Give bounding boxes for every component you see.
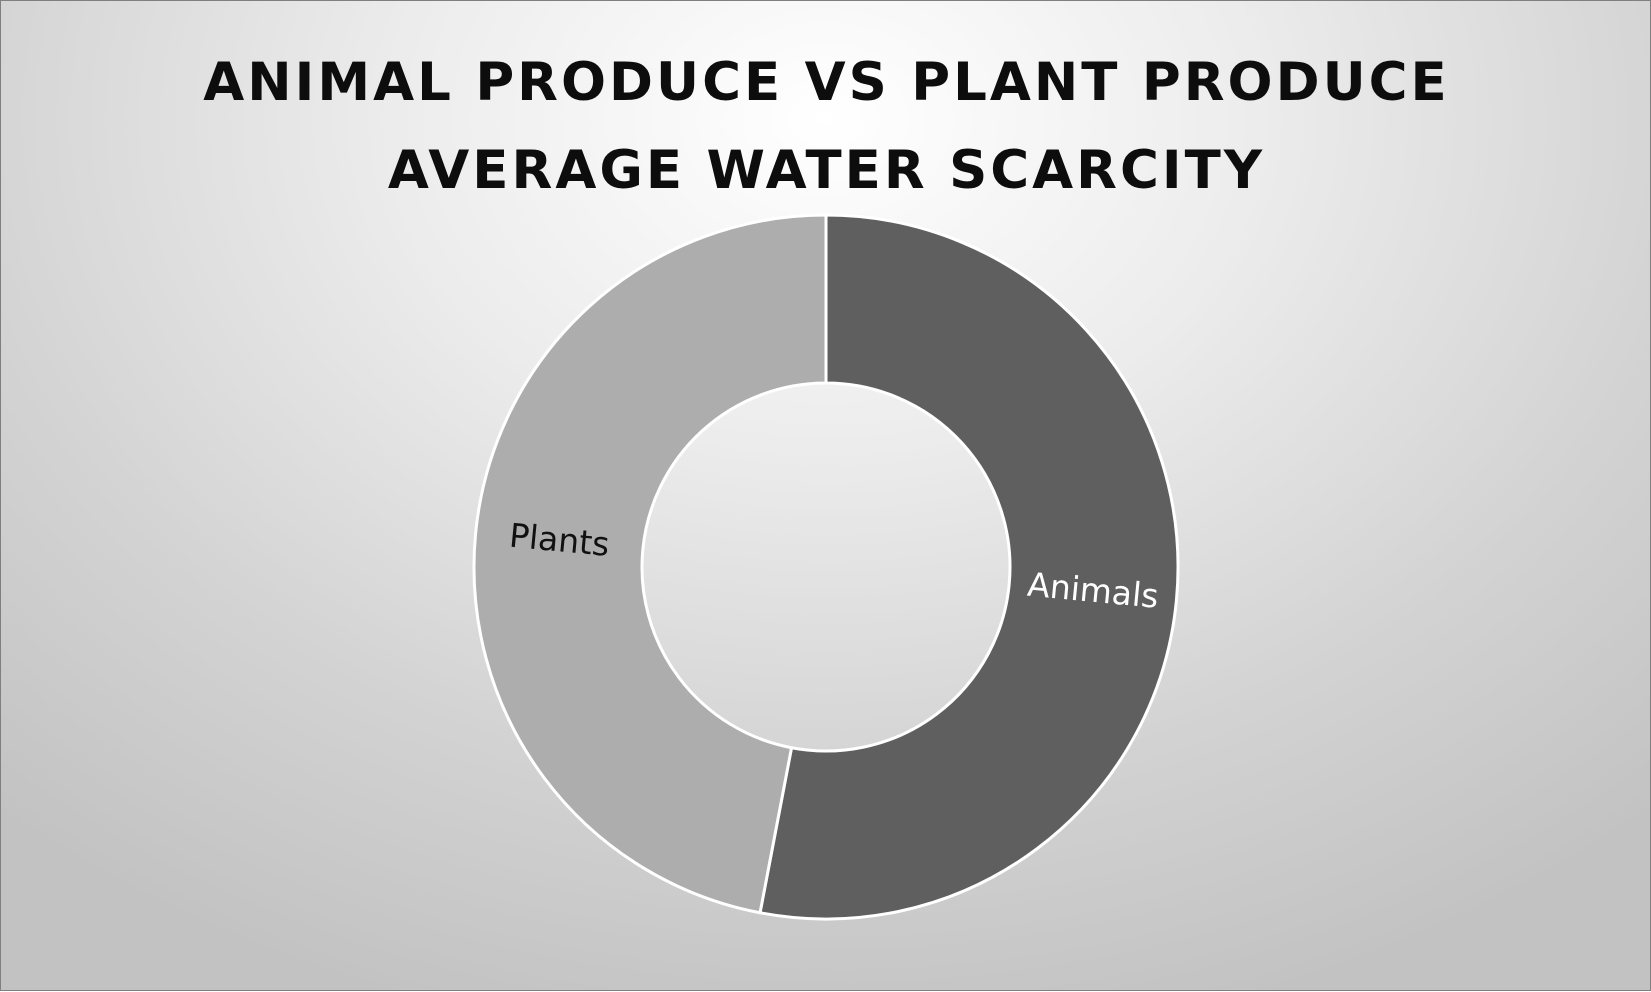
slice-plants <box>472 213 828 915</box>
slice-label-plants: Plants <box>508 516 612 564</box>
chart-title-line-1: ANIMAL PRODUCE VS PLANT PRODUCE <box>203 52 1450 113</box>
slice-animals <box>758 213 1180 921</box>
chart-title: ANIMAL PRODUCE VS PLANT PRODUCE AVERAGE … <box>1 39 1651 215</box>
chart-title-line-2: AVERAGE WATER SCARCITY <box>387 140 1266 201</box>
